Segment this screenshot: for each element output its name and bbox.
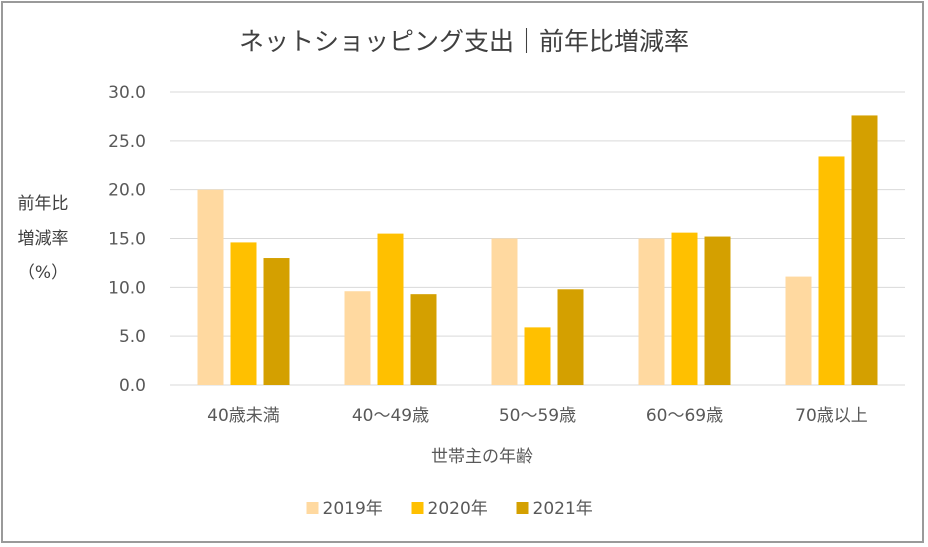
x-category-label: 60～69歳 xyxy=(646,406,723,426)
legend-swatch xyxy=(516,502,529,514)
y-tick-label: 15.0 xyxy=(108,230,146,250)
bar xyxy=(557,289,584,385)
legend-label: 2020年 xyxy=(428,499,488,519)
y-tick-label: 5.0 xyxy=(119,327,146,347)
x-category-label: 50～59歳 xyxy=(499,406,576,426)
bar xyxy=(491,238,518,385)
bar xyxy=(230,242,257,385)
bar xyxy=(818,156,845,385)
y-axis-ticks: 0.0 5.0 10.0 15.0 20.0 25.0 30.0 xyxy=(108,83,146,396)
y-axis-title-line-3: （%） xyxy=(18,263,68,283)
bar xyxy=(524,327,551,385)
y-axis-title-line-1: 前年比 xyxy=(18,194,69,214)
bars xyxy=(197,115,878,385)
bar xyxy=(197,189,224,385)
y-axis-title-line-2: 増減率 xyxy=(18,229,69,249)
bar xyxy=(263,258,290,385)
bar xyxy=(410,294,437,385)
bar xyxy=(344,291,371,385)
x-category-label: 70歳以上 xyxy=(795,406,868,426)
bar xyxy=(671,232,698,385)
y-tick-label: 25.0 xyxy=(108,132,146,152)
legend-label: 2021年 xyxy=(533,499,593,519)
chart-title: ネットショッピング支出｜前年比増減率 xyxy=(239,27,689,56)
legend-swatch xyxy=(306,502,319,514)
x-category-label: 40歳未満 xyxy=(207,406,280,426)
legend-label: 2019年 xyxy=(323,499,383,519)
x-axis-title: 世帯主の年齢 xyxy=(431,447,533,467)
bar xyxy=(851,115,878,385)
legend: 2019年 2020年 2021年 xyxy=(306,499,593,519)
legend-swatch xyxy=(411,502,424,514)
y-tick-label: 10.0 xyxy=(108,278,146,298)
y-axis-title: 前年比 増減率 （%） xyxy=(18,194,69,283)
gridlines xyxy=(170,91,905,386)
bar xyxy=(785,276,812,385)
y-tick-label: 30.0 xyxy=(108,83,146,103)
bar xyxy=(377,233,404,385)
y-tick-label: 0.0 xyxy=(119,376,146,396)
bar xyxy=(638,238,665,385)
x-category-label: 40～49歳 xyxy=(352,406,429,426)
x-axis-categories: 40歳未満 40～49歳 50～59歳 60～69歳 70歳以上 xyxy=(207,406,868,426)
bar xyxy=(704,236,731,385)
y-tick-label: 20.0 xyxy=(108,181,146,201)
